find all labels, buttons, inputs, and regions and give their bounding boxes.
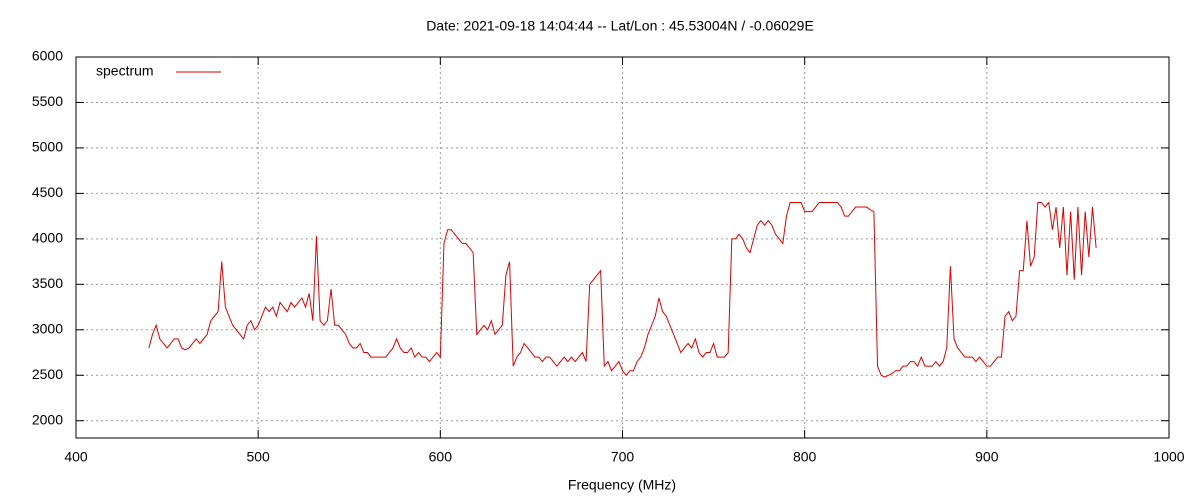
- x-tick-label: 900: [975, 449, 999, 465]
- x-tick-label: 800: [793, 449, 817, 465]
- y-tick-label: 4500: [32, 184, 63, 200]
- x-tick-label: 700: [611, 449, 635, 465]
- y-tick-label: 5000: [32, 139, 63, 155]
- data-line: [148, 201, 1097, 378]
- x-axis-label: Frequency (MHz): [568, 477, 676, 493]
- y-tick-label: 2500: [32, 366, 63, 382]
- x-tick-label: 400: [64, 449, 88, 465]
- y-tick-label: 3000: [32, 320, 63, 336]
- x-tick-label: 1000: [1153, 449, 1184, 465]
- x-tick-label: 600: [429, 449, 453, 465]
- y-tick-label: 4000: [32, 230, 63, 246]
- chart-title: Date: 2021-09-18 14:04:44 -- Lat/Lon : 4…: [426, 18, 814, 34]
- x-tick-label: 500: [246, 449, 270, 465]
- legend-label: spectrum: [96, 63, 154, 79]
- y-tick-label: 3500: [32, 275, 63, 291]
- plot-frame: [75, 56, 1170, 439]
- y-tick-label: 2000: [32, 411, 63, 427]
- y-tick-label: 5500: [32, 93, 63, 109]
- y-tick-label: 6000: [32, 48, 63, 64]
